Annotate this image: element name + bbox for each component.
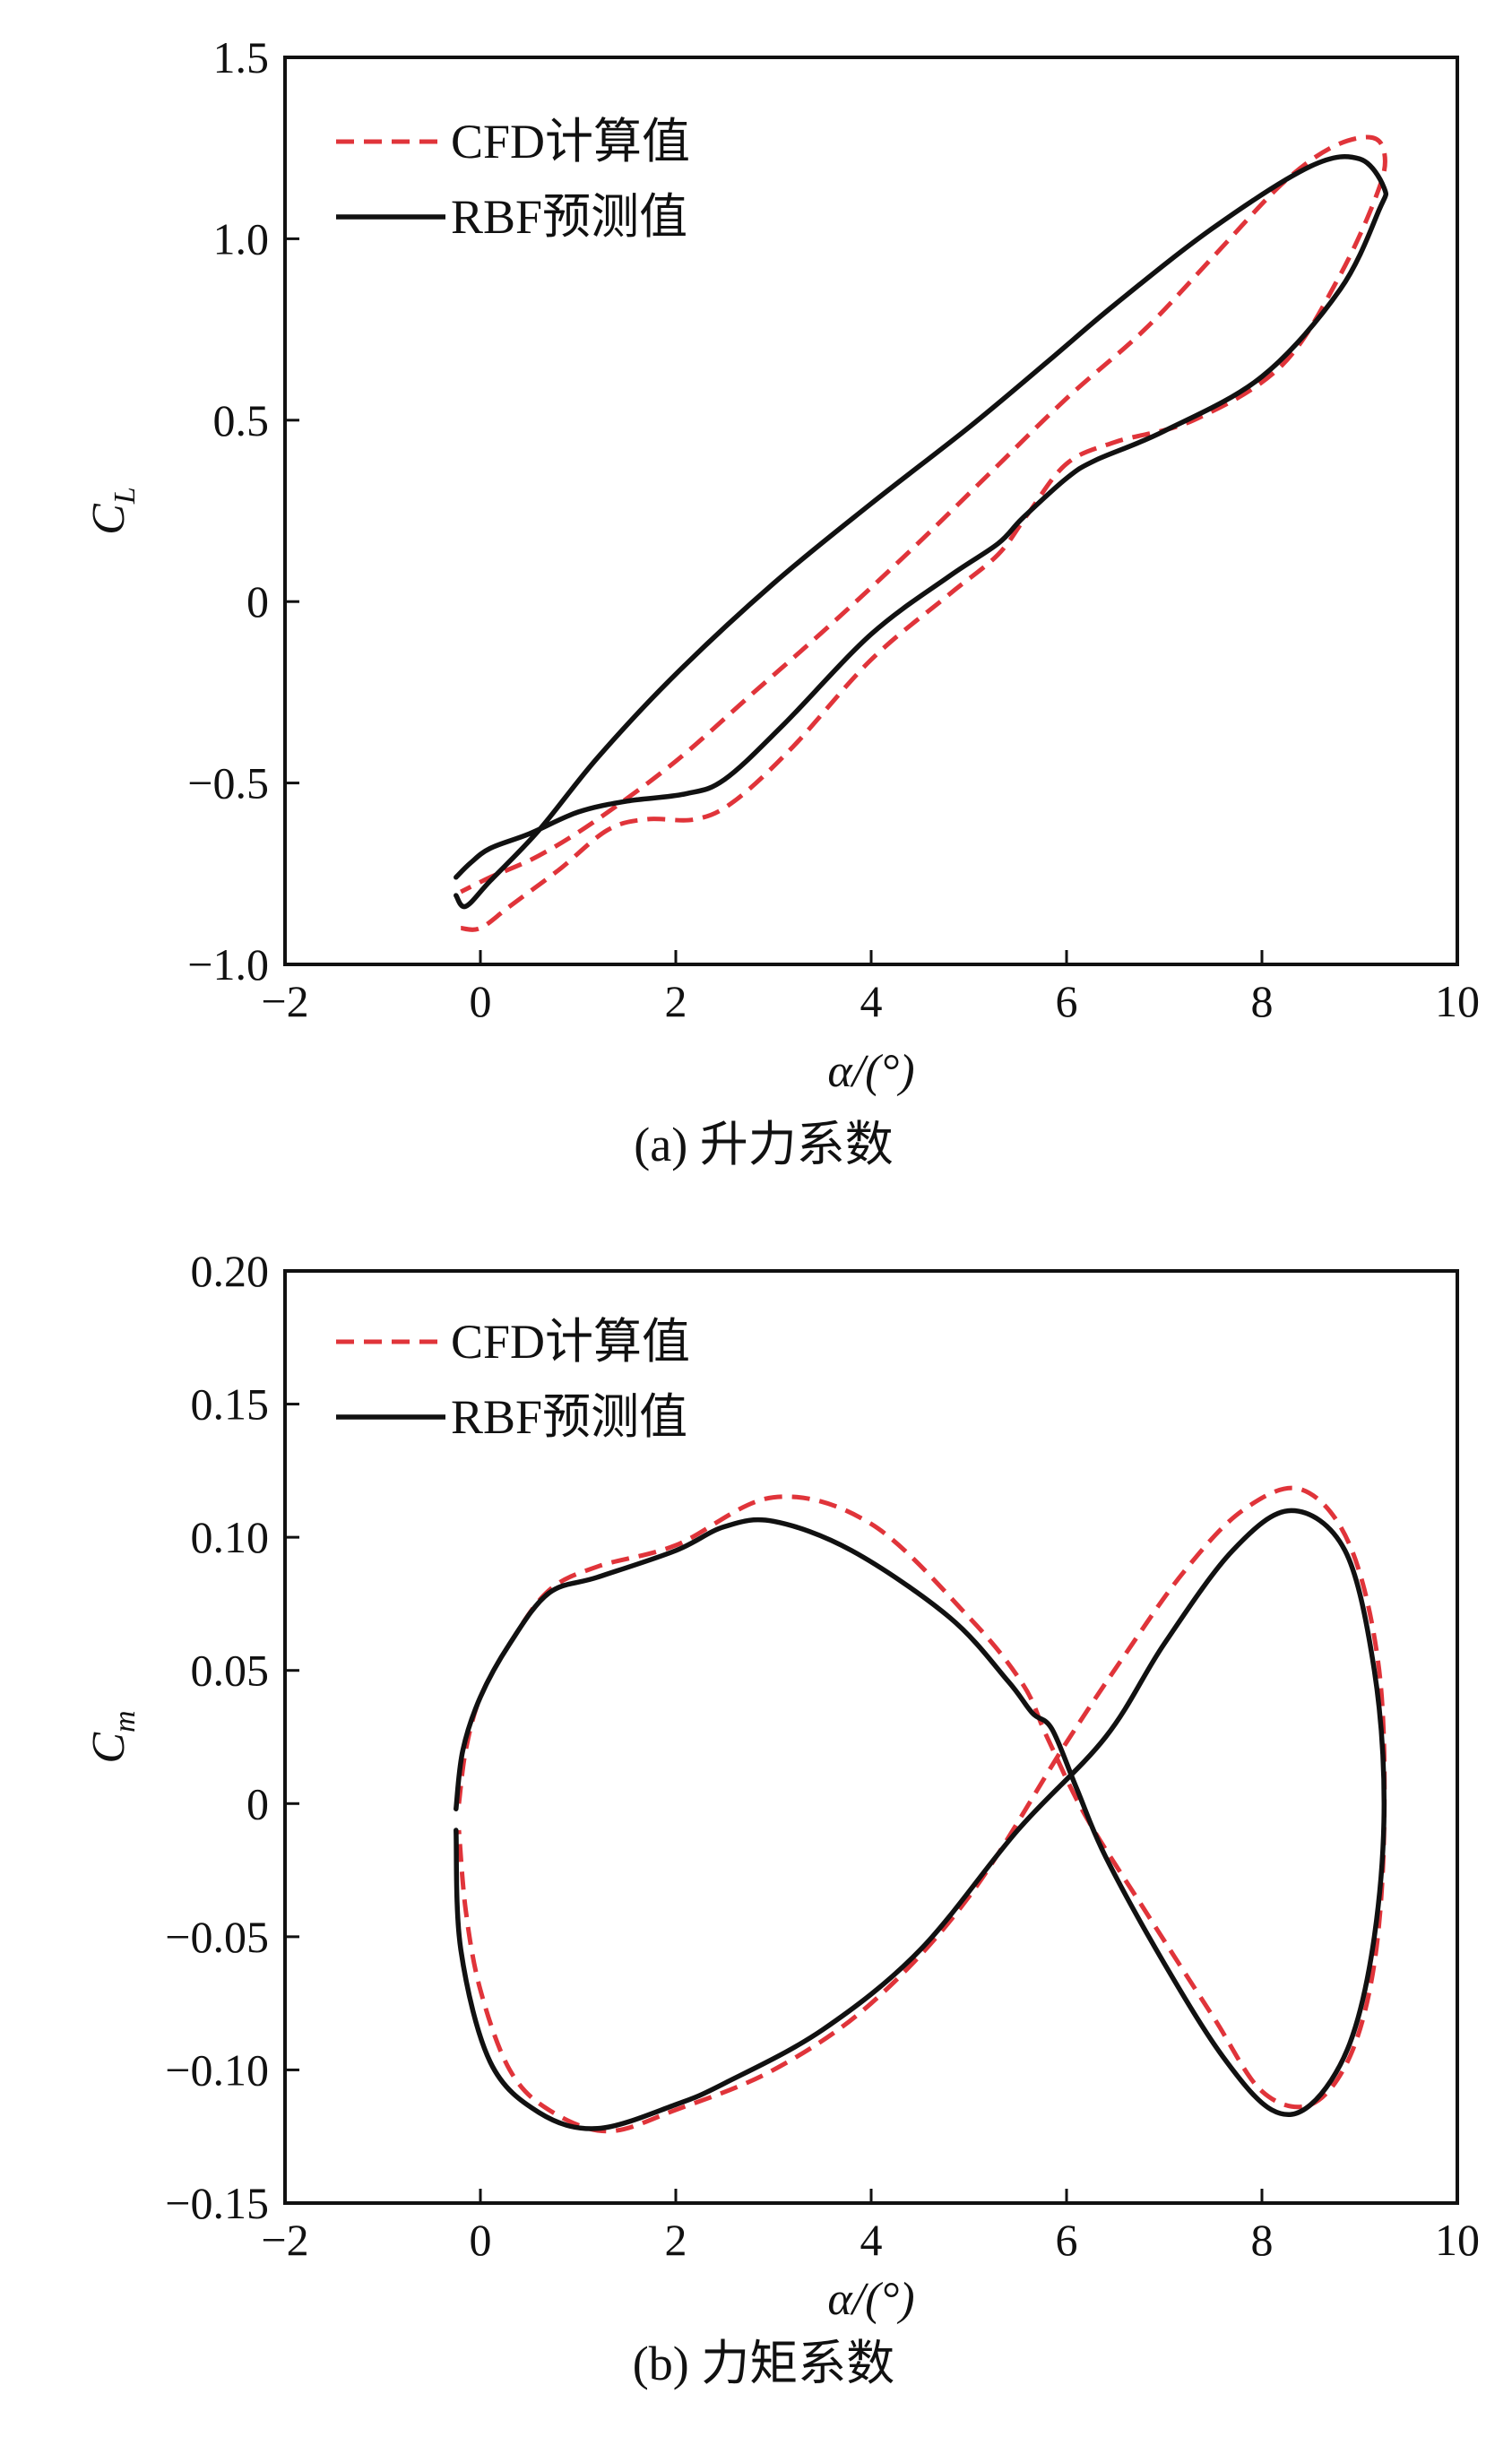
y-tick-label: 0.10 (191, 1512, 270, 1562)
y-tick-label: 0.20 (191, 1246, 270, 1296)
x-tick-label: −2 (261, 2215, 308, 2265)
y-tick-label: 0.15 (191, 1379, 270, 1430)
y-axis-label-sub: m (108, 1710, 142, 1733)
series-line-rbf (454, 153, 1389, 910)
legend-label-cfd: CFD计算值 (451, 115, 690, 169)
y-tick-label: −1.0 (187, 939, 269, 989)
x-axis-label: α/(°) (827, 1046, 914, 1097)
x-tick-label: 6 (1056, 2215, 1078, 2265)
y-axis-label: Cm (83, 1710, 142, 1763)
x-tick-label: 10 (1435, 976, 1480, 1026)
panel-caption: (a) 升力系数 (634, 1118, 893, 1171)
x-tick-label: 4 (860, 976, 883, 1026)
y-tick-label: −0.15 (165, 2178, 269, 2228)
panel-caption: (b) 力矩系数 (633, 2337, 894, 2390)
y-axis-label: CL (83, 487, 142, 535)
series-line-rbf (454, 1508, 1387, 2131)
y-tick-label: 0 (246, 1778, 269, 1828)
x-tick-label: −2 (261, 976, 308, 1026)
x-tick-label: 10 (1435, 2215, 1480, 2265)
legend-label-cfd: CFD计算值 (451, 1315, 690, 1369)
chart-panel-2: −2 0 2 4 6 8 10 −0.15 −0.10 −0.05 0 0.05 0.10 0.15 0.2… (83, 1246, 1480, 2390)
y-axis-label-main: C (83, 503, 134, 535)
x-tick-label: 0 (470, 2215, 492, 2265)
legend-label-rbf: RBF预测值 (451, 190, 687, 244)
y-axis-label-main: C (83, 1732, 134, 1764)
legend-label-rbf: RBF预测值 (451, 1390, 687, 1444)
x-tick-label: 8 (1251, 2215, 1274, 2265)
x-tick-label: 2 (665, 976, 687, 1026)
y-tick-label: −0.5 (187, 758, 269, 808)
x-axis-label: α/(°) (827, 2274, 914, 2325)
y-axis-label-sub: L (108, 487, 142, 505)
chart-panel-1: −2 0 2 4 6 8 10 −1.0 −0.5 0 0.5 1.0 1.5 CFD计算值 RBF预测值 α… (83, 32, 1480, 1171)
series-line-cfd (456, 1485, 1387, 2134)
y-tick-label: −0.05 (165, 1912, 269, 1962)
x-tick-label: 6 (1056, 976, 1078, 1026)
y-tick-label: 0.05 (191, 1646, 270, 1696)
series-line-cfd (460, 134, 1388, 932)
y-tick-label: 0 (246, 576, 269, 627)
y-tick-label: 1.5 (213, 32, 270, 82)
y-tick-label: 1.0 (213, 213, 270, 264)
y-tick-label: −0.10 (165, 2044, 269, 2095)
y-tick-label: 0.5 (213, 395, 270, 445)
x-tick-label: 8 (1251, 976, 1274, 1026)
x-tick-label: 2 (665, 2215, 687, 2265)
x-tick-label: 0 (470, 976, 492, 1026)
x-tick-label: 4 (860, 2215, 883, 2265)
